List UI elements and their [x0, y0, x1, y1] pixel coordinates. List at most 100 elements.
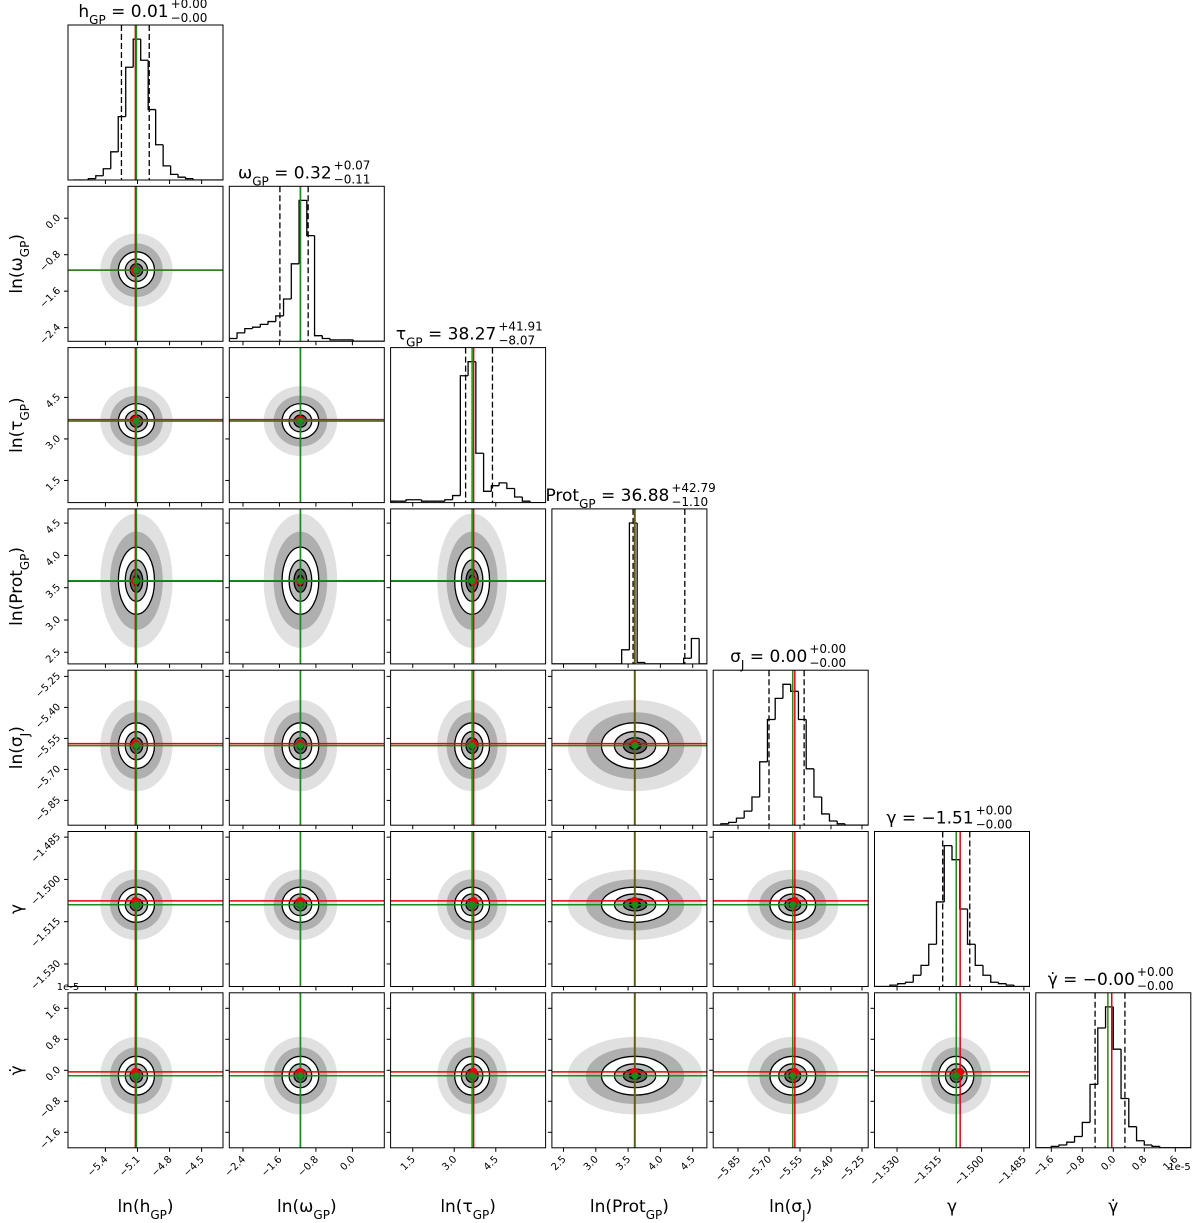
histogram-bin — [140, 39, 149, 61]
histogram-bin — [951, 845, 960, 861]
histogram-bin — [974, 944, 983, 967]
y-tick-label: 1.6 — [44, 1003, 63, 1022]
y-axis-label-part: γ — [7, 904, 27, 914]
title-lower: −8.07 — [498, 334, 535, 348]
histogram-bin — [928, 943, 937, 966]
histogram-bin — [821, 797, 830, 815]
x-axis-label: ln(τGP) — [440, 1197, 496, 1222]
median-point — [132, 742, 140, 750]
y-axis-label: ln(τGP) — [7, 397, 32, 453]
y-axis-label-part: ) — [7, 547, 27, 554]
histogram-bin — [1073, 1135, 1083, 1143]
y-axis-label-part: GP — [18, 554, 32, 571]
histogram-bin — [636, 522, 645, 664]
y-tick-label: 4.0 — [44, 550, 63, 569]
histogram-bin — [444, 499, 453, 502]
title-upper: +0.07 — [334, 158, 371, 172]
panel — [229, 992, 385, 1148]
histogram-bin — [943, 844, 952, 902]
histogram-bin — [155, 109, 164, 146]
panel — [390, 992, 546, 1148]
histogram-bin — [298, 199, 307, 264]
histogram-bin — [966, 909, 976, 945]
median-point — [631, 742, 639, 750]
histogram-bin — [1058, 1144, 1067, 1147]
histogram-bin — [184, 177, 194, 180]
histogram-bin — [1135, 1126, 1145, 1142]
panel-title-part: = 0.00 — [744, 647, 807, 667]
y-tick-label: −5.55 — [34, 733, 63, 762]
panel — [229, 347, 385, 503]
x-tick-label: 4.5 — [679, 1154, 698, 1173]
panel-frame — [874, 831, 1030, 987]
y-axis-label-part: ln(σ — [7, 736, 27, 769]
histogram-bin — [117, 115, 126, 152]
median-point — [296, 742, 304, 750]
panel — [551, 992, 707, 1148]
y-tick-label: −5.70 — [34, 764, 63, 793]
histogram-bin — [790, 684, 799, 692]
y-axis-label-part: ln(ω — [7, 257, 27, 293]
x-offset-label: 1e-5 — [1168, 1162, 1191, 1173]
y-tick-label: −1.6 — [38, 285, 63, 310]
histogram-bin — [805, 719, 814, 770]
x-tick-label: 3.0 — [582, 1154, 601, 1173]
x-tick-label: 4.0 — [646, 1154, 665, 1173]
panel-frame — [712, 669, 869, 826]
panel-title: ωGP = 0.32 — [238, 163, 332, 188]
histogram-bin — [935, 901, 945, 945]
y-tick-label: −5.40 — [34, 702, 63, 731]
panel — [68, 670, 223, 826]
panel-frame — [67, 24, 224, 181]
x-axis-label-part: GP — [646, 1208, 663, 1222]
panel — [229, 508, 385, 664]
histogram-bin — [828, 813, 838, 822]
panel-frame — [67, 185, 224, 342]
histogram-bin — [506, 482, 515, 490]
panel-frame — [67, 347, 224, 504]
histogram-bin — [897, 983, 906, 986]
panel — [551, 670, 707, 826]
histogram-bin — [1151, 1144, 1160, 1148]
panel-title-part: ω — [238, 163, 252, 183]
median-point — [952, 1072, 960, 1080]
panel-title-part: GP — [406, 336, 423, 350]
title-upper: +42.79 — [671, 481, 715, 495]
histogram-bin — [125, 66, 134, 117]
title-upper: +41.91 — [498, 320, 542, 334]
panel-title: γ̇ = −0.00 — [1048, 970, 1135, 990]
x-tick-label: −2.4 — [223, 1154, 248, 1179]
histogram-bin — [920, 964, 929, 976]
panel — [390, 670, 546, 826]
histogram-bin — [735, 817, 745, 823]
title-lower: −0.00 — [976, 818, 1013, 832]
y-tick-label: 1.5 — [44, 475, 63, 494]
y-offset-label: 1e-5 — [57, 982, 80, 993]
x-tick-label: −1.6 — [1031, 1154, 1056, 1179]
x-axis-label: γ — [947, 1197, 957, 1217]
histogram-bin — [95, 175, 104, 179]
histogram-bin — [1159, 1146, 1168, 1148]
x-axis-label-part: ln(ω — [277, 1197, 313, 1217]
median-point — [132, 577, 140, 585]
histogram-bin — [390, 500, 399, 503]
median-point — [296, 577, 304, 585]
histogram-bin — [990, 975, 999, 983]
histogram-bin — [282, 298, 292, 316]
histogram-bin — [813, 768, 822, 798]
x-tick-label: −1.530 — [868, 1154, 902, 1188]
title-lower: −0.00 — [809, 656, 846, 670]
median-point — [296, 1072, 304, 1080]
panel-frame — [67, 831, 224, 987]
median-point — [468, 1072, 476, 1080]
panel — [713, 670, 869, 826]
y-axis-label-part: J — [18, 733, 32, 738]
title-lower: −0.11 — [334, 172, 371, 186]
median-point — [468, 901, 476, 909]
histogram-bin — [1120, 1049, 1129, 1100]
panel-title-part: J — [740, 658, 745, 672]
panel-title-part: = 0.32 — [269, 163, 332, 183]
histogram-bin — [1104, 1006, 1114, 1029]
x-tick-label: −5.70 — [745, 1154, 774, 1183]
